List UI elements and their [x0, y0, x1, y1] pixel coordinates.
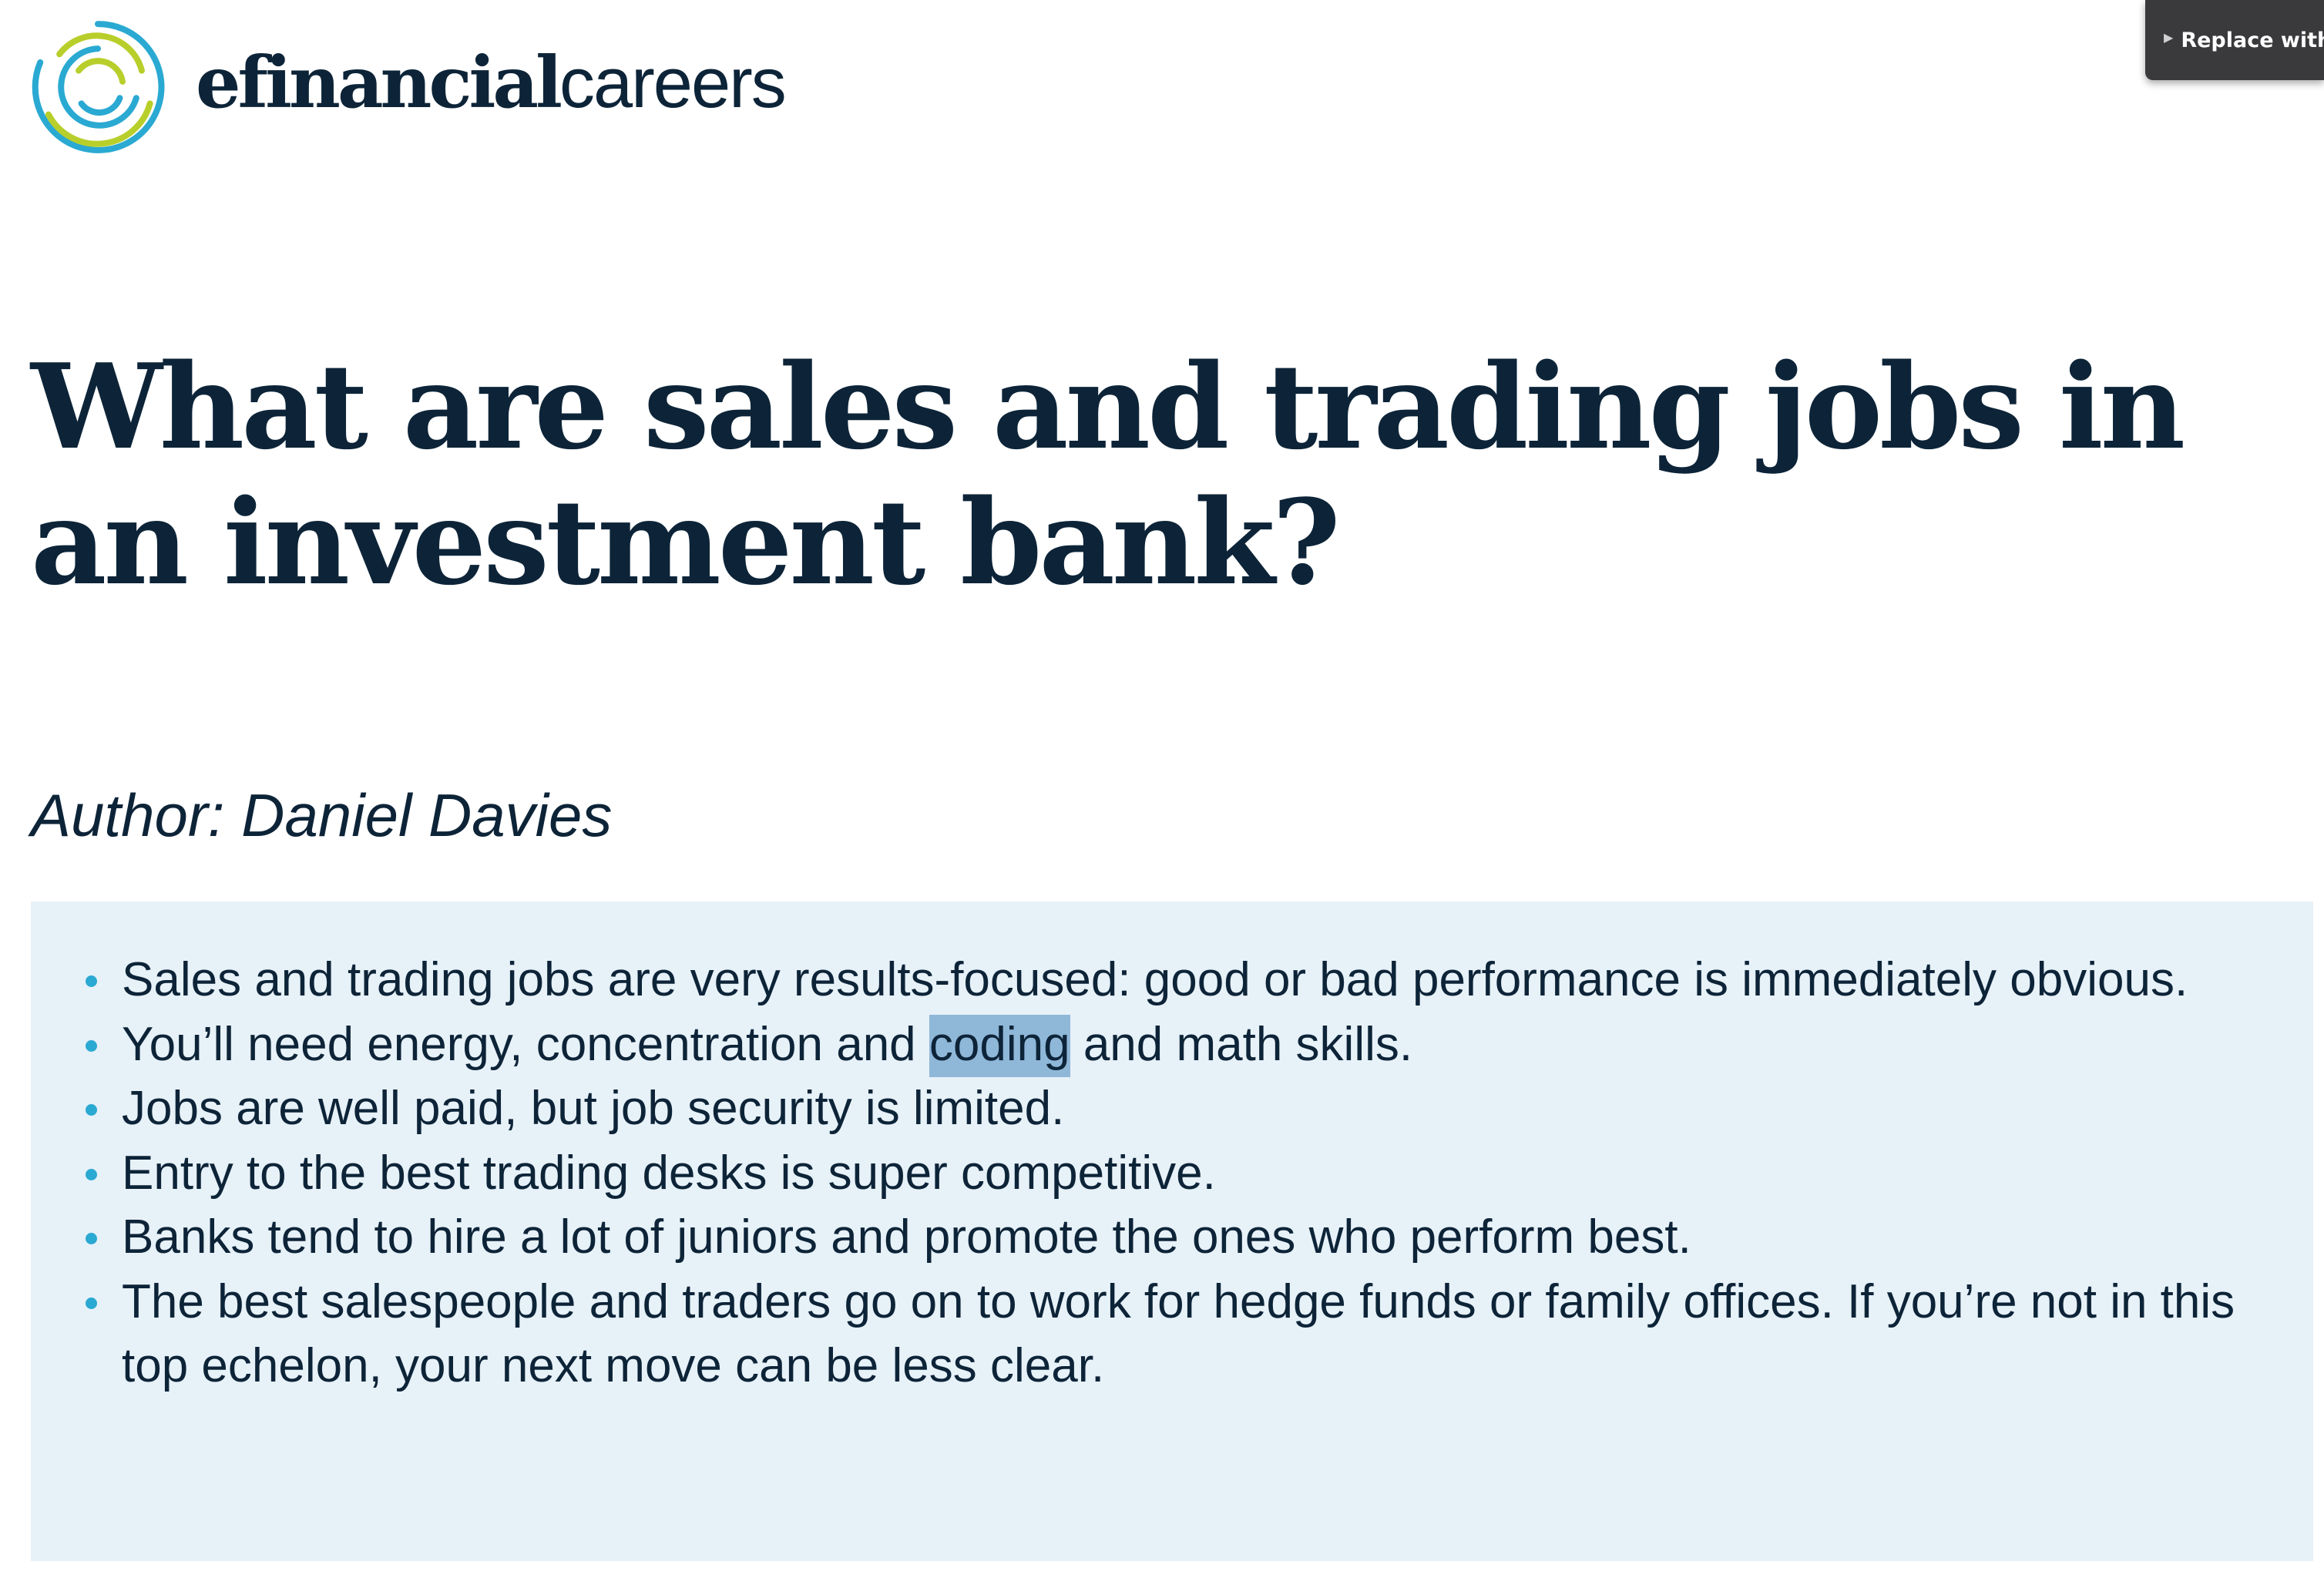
- bullet-icon: [86, 1297, 97, 1309]
- selected-word[interactable]: coding: [929, 1014, 1070, 1077]
- article-author: Author: Daniel Davies: [31, 781, 613, 849]
- key-point-item: Jobs are well paid, but job security is …: [31, 1076, 2252, 1141]
- key-point-item: The best salespeople and traders go on t…: [31, 1270, 2252, 1398]
- key-point-text: Sales and trading jobs are very results-…: [122, 953, 2188, 1006]
- article-title: What are sales and trading jobs in an in…: [31, 337, 2185, 611]
- bullet-icon: [86, 1104, 97, 1116]
- key-point-item: Sales and trading jobs are very results-…: [31, 948, 2252, 1012]
- key-point-text: Jobs are well paid, but job security is …: [122, 1082, 1065, 1135]
- key-points-box: Sales and trading jobs are very results-…: [31, 901, 2313, 1561]
- bullet-icon: [86, 1168, 97, 1180]
- key-point-item: You’ll need energy, concentration and co…: [31, 1012, 2252, 1077]
- swirl-logo-icon: [32, 21, 165, 153]
- brand-name-light: careers: [559, 43, 787, 123]
- key-point-text: Entry to the best trading desks is super…: [122, 1146, 1216, 1200]
- key-point-text-after: and math skills.: [1070, 1017, 1413, 1071]
- bullet-icon: [86, 975, 97, 987]
- replace-with-popup[interactable]: ▶ Replace with: [2145, 0, 2324, 80]
- key-point-text: The best salespeople and traders go on t…: [122, 1274, 2235, 1393]
- site-logo[interactable]: efinancialcareers: [29, 17, 787, 157]
- disclosure-triangle-icon: ▶: [2164, 29, 2174, 45]
- bullet-icon: [86, 1039, 97, 1052]
- bullet-icon: [86, 1233, 97, 1244]
- key-point-text: Banks tend to hire a lot of juniors and …: [122, 1210, 1691, 1264]
- brand-name-bold: efinancial: [196, 40, 563, 124]
- key-points-list: Sales and trading jobs are very results-…: [31, 948, 2252, 1398]
- key-point-item: Banks tend to hire a lot of juniors and …: [31, 1205, 2252, 1270]
- replace-with-label: Replace with: [2181, 28, 2324, 52]
- key-point-item: Entry to the best trading desks is super…: [31, 1141, 2252, 1206]
- key-point-text-before: You’ll need energy, concentration and: [122, 1017, 929, 1071]
- brand-wordmark: efinancialcareers: [196, 47, 787, 119]
